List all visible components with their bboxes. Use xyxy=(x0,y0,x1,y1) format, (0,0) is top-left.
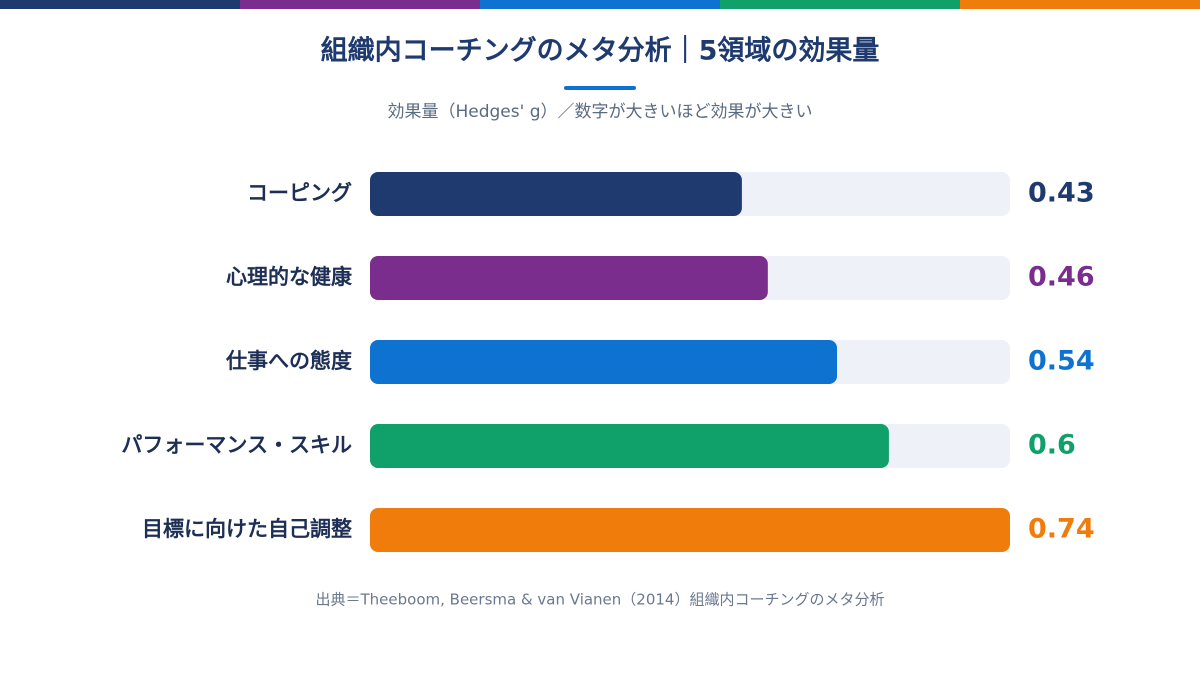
chart-subtitle: 効果量（Hedges' g）／数字が大きいほど効果が大きい xyxy=(387,102,812,122)
bar xyxy=(370,424,889,468)
source-note: 出典＝Theeboom, Beersma & van Vianen（2014）組… xyxy=(316,591,885,609)
category-label: 仕事への態度 xyxy=(225,349,352,373)
top-stripe xyxy=(240,0,480,9)
category-label: コーピング xyxy=(247,181,352,205)
value-label: 0.46 xyxy=(1028,262,1095,293)
top-stripe xyxy=(960,0,1200,9)
bar xyxy=(370,508,1010,552)
bar xyxy=(370,172,742,216)
category-label: パフォーマンス・スキル xyxy=(121,433,352,457)
value-label: 0.54 xyxy=(1028,346,1095,377)
top-stripe xyxy=(0,0,240,9)
top-stripe xyxy=(480,0,720,9)
category-label: 心理的な健康 xyxy=(226,265,353,289)
bar xyxy=(370,340,838,384)
top-stripe xyxy=(720,0,960,9)
category-label: 目標に向けた自己調整 xyxy=(142,517,352,541)
value-label: 0.6 xyxy=(1028,430,1076,461)
value-label: 0.43 xyxy=(1028,178,1095,209)
chart-title: 組織内コーチングのメタ分析｜5領域の効果量 xyxy=(321,35,880,67)
bar xyxy=(370,256,768,300)
value-label: 0.74 xyxy=(1028,514,1095,545)
title-underline xyxy=(564,86,636,90)
